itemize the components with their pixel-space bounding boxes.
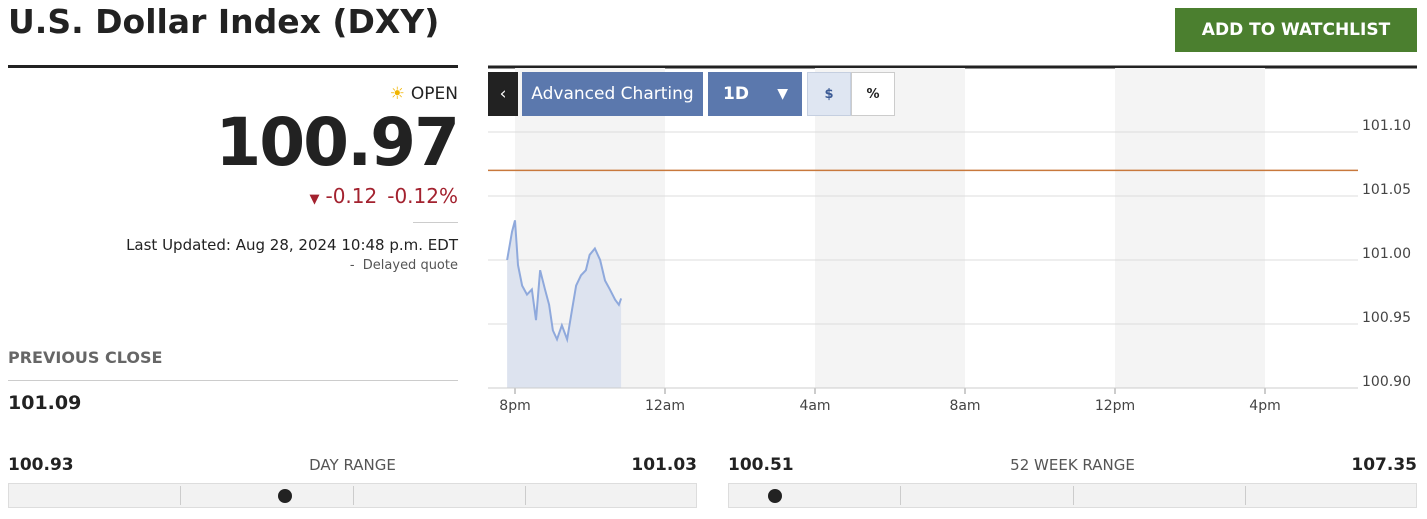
- x-tick-label: 12am: [645, 398, 685, 414]
- y-tick-label: 100.90: [1362, 374, 1411, 390]
- collapse-button[interactable]: ‹: [488, 72, 518, 116]
- watchlist-button[interactable]: ADD TO WATCHLIST: [1175, 8, 1417, 52]
- range-segment: [180, 486, 182, 505]
- divider: [8, 380, 458, 381]
- range-bar: [8, 483, 697, 508]
- sun-icon: ☀: [389, 84, 405, 104]
- range-marker: [277, 489, 292, 503]
- day-low: 100.93: [8, 455, 74, 475]
- range-segment: [1072, 486, 1074, 505]
- divider: [8, 65, 458, 68]
- y-tick-label: 100.95: [1362, 310, 1411, 326]
- range-segment: [1244, 486, 1246, 505]
- x-tick-label: 8am: [949, 398, 980, 414]
- range-bar: [728, 483, 1417, 508]
- week52-low: 100.51: [728, 455, 794, 475]
- advanced-charting-button[interactable]: Advanced Charting: [522, 72, 703, 116]
- range-segment: [524, 486, 526, 505]
- day-range-label: DAY RANGE: [309, 456, 396, 474]
- x-tick-label: 12pm: [1095, 398, 1135, 414]
- percent-toggle[interactable]: %: [851, 72, 895, 116]
- delayed-note: - Delayed quote: [349, 258, 458, 273]
- range-marker: [768, 489, 783, 503]
- change-percent: -0.12%: [387, 184, 458, 208]
- interval-dropdown[interactable]: 1D ▼: [708, 72, 802, 116]
- session-band: [1115, 68, 1265, 388]
- change-value: -0.12: [325, 184, 378, 208]
- x-tick-label: 8pm: [499, 398, 530, 414]
- week52-high: 107.35: [1351, 455, 1417, 475]
- page-title: U.S. Dollar Index (DXY): [8, 2, 440, 41]
- x-tick-label: 4pm: [1249, 398, 1280, 414]
- y-tick-label: 101.10: [1362, 118, 1411, 134]
- week52-range-label: 52 WEEK RANGE: [1010, 456, 1135, 474]
- y-tick-label: 101.05: [1362, 182, 1411, 198]
- line: [506, 220, 623, 344]
- down-arrow: ▼: [309, 192, 320, 207]
- price: 100.97: [215, 104, 460, 181]
- dollar-toggle[interactable]: $: [807, 72, 851, 116]
- y-tick-label: 101.00: [1362, 246, 1411, 262]
- x-tick-label: 4am: [799, 398, 830, 414]
- divider: [413, 222, 458, 223]
- range-segment: [900, 486, 902, 505]
- area: [507, 220, 622, 388]
- market-status: ☀ OPEN: [390, 84, 458, 104]
- interval-text: 1D: [723, 84, 749, 104]
- day-high: 101.03: [631, 455, 697, 475]
- status-text: OPEN: [410, 84, 458, 104]
- change: ▼ -0.12 -0.12%: [309, 184, 458, 208]
- dropdown-arrow: ▼: [777, 86, 788, 102]
- last-updated: Last Updated: Aug 28, 2024 10:48 p.m. ED…: [126, 236, 458, 254]
- previous-close-value: 101.09: [8, 392, 82, 414]
- session-band: [815, 68, 965, 388]
- range-segment: [352, 486, 354, 505]
- previous-close-label: PREVIOUS CLOSE: [8, 348, 163, 367]
